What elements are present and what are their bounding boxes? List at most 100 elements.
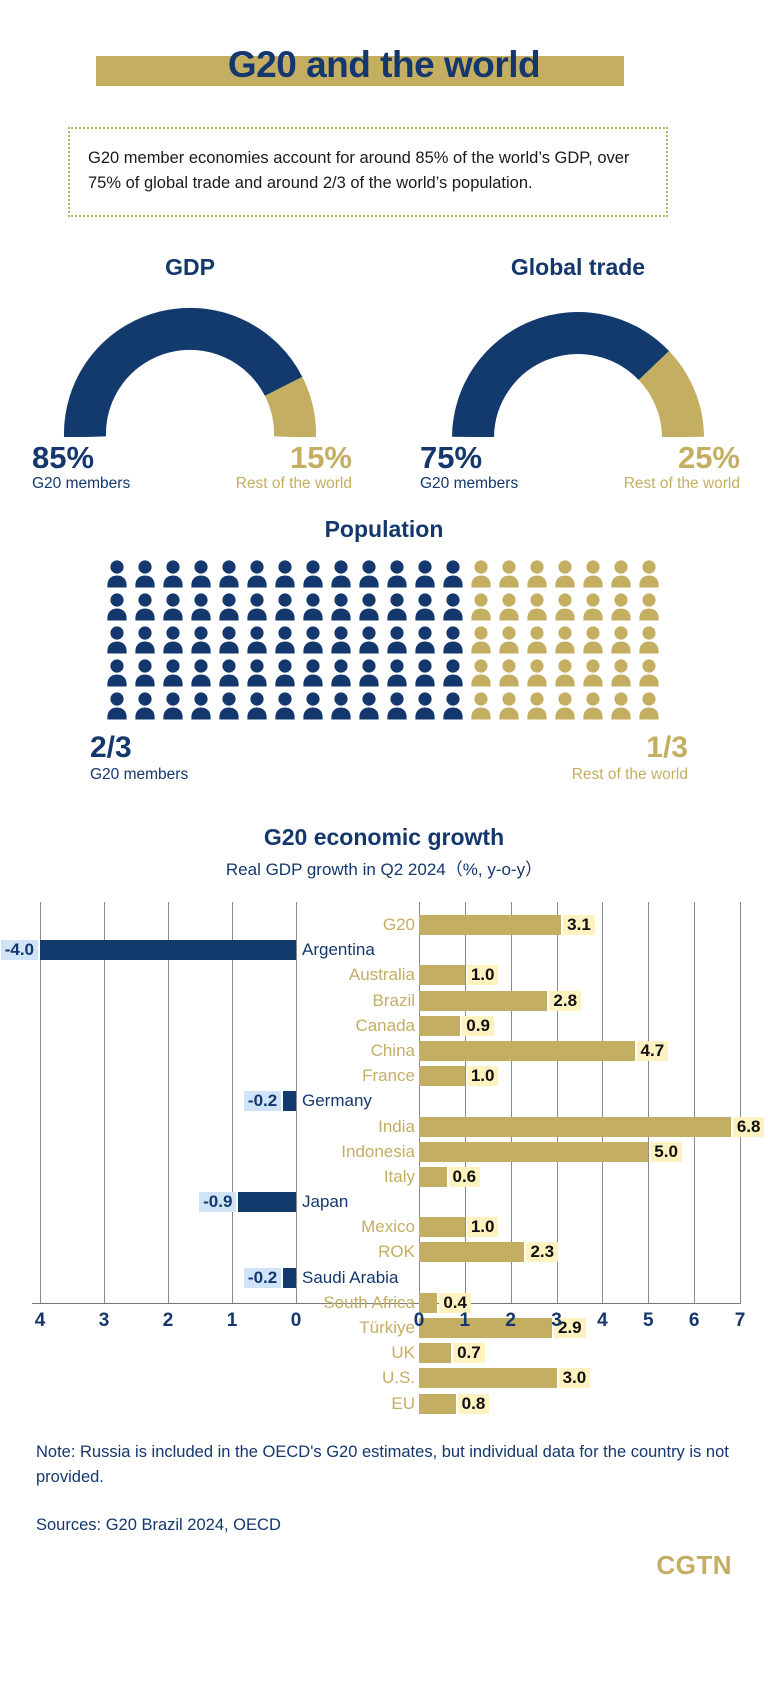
person-icon-member <box>300 559 326 589</box>
person-icon-member <box>384 559 410 589</box>
person-icon-rest <box>552 658 578 688</box>
person-icon-member <box>244 658 270 688</box>
person-icon-member <box>440 559 466 589</box>
chart-row-label: France <box>362 1066 415 1086</box>
chart-row-label: Saudi Arabia <box>302 1267 399 1287</box>
chart-row-label: Türkiye <box>359 1318 415 1337</box>
title-banner <box>96 56 624 86</box>
person-icon-rest <box>468 625 494 655</box>
chart-value-label: 0.6 <box>448 1166 481 1187</box>
gauge-trade-chart <box>398 287 758 437</box>
person-icon-member <box>132 592 158 622</box>
chart-row-label: Australia <box>348 965 415 985</box>
chart-title: G20 economic growth <box>263 824 505 850</box>
person-icon-member <box>384 658 410 688</box>
person-icon-member <box>188 592 214 622</box>
gridline <box>510 902 512 1304</box>
person-icon-member <box>216 559 242 589</box>
chart-row: France 1.0 <box>0 1065 768 1087</box>
chart-row: Italy 0.6 <box>0 1166 768 1188</box>
gridline <box>602 902 604 1304</box>
person-icon-member <box>132 559 158 589</box>
gauge-arc-rest <box>638 350 704 437</box>
person-icon-member <box>272 592 298 622</box>
person-icon-rest <box>636 559 662 589</box>
person-icon-member <box>272 625 298 655</box>
chart-row: Argentina -4.0 <box>0 939 768 961</box>
chart-bar <box>419 915 562 935</box>
axis-tick-right: 6 <box>688 1310 700 1331</box>
intro-text: G20 member economies account for around … <box>88 149 630 192</box>
chart-row: Saudi Arabia -0.2 <box>0 1267 768 1289</box>
person-icon-rest <box>636 625 662 655</box>
gauge-gdp-rest: 15% Rest of the world <box>236 441 352 494</box>
person-icon-member <box>328 691 354 721</box>
growth-chart-section: G20 economic growth Real GDP growth in Q… <box>0 824 768 1414</box>
footer: Note: Russia is included in the OECD's G… <box>0 1440 768 1580</box>
person-icon-rest <box>524 625 550 655</box>
person-icon-member <box>300 658 326 688</box>
chart-value-label: 4.7 <box>636 1040 669 1061</box>
chart-row: Brazil 2.8 <box>0 990 768 1012</box>
chart-bar <box>419 1116 731 1137</box>
chart-row-label: India <box>378 1116 415 1136</box>
person-icon-member <box>300 592 326 622</box>
gauge-gdp-member-label: G20 members <box>32 475 131 492</box>
chart-value-label: 0.4 <box>439 1292 471 1313</box>
gridline <box>464 902 466 1304</box>
person-icon-rest <box>608 559 634 589</box>
gauge-gdp-chart <box>10 287 370 437</box>
chart-bar <box>419 1343 452 1364</box>
gauge-section: GDP 85% G20 members 15% Rest of the worl… <box>0 254 768 514</box>
population-member-label: G20 members <box>90 766 189 783</box>
axis-tick-left: 4 <box>34 1310 46 1331</box>
person-icon-member <box>244 625 270 655</box>
gauge-trade-rest-pct: 25% <box>677 440 740 475</box>
chart-row-label: Indonesia <box>341 1141 415 1161</box>
axis-tick-right: 5 <box>642 1310 654 1331</box>
person-icon-member <box>244 559 270 589</box>
gauge-arc-members <box>452 312 670 437</box>
person-icon-member <box>132 691 158 721</box>
person-icon-member <box>188 658 214 688</box>
chart-row-label: Germany <box>302 1091 372 1111</box>
person-icon-member <box>272 658 298 688</box>
chart-bar <box>40 940 296 961</box>
chart-row: Mexico 1.0 <box>0 1216 768 1238</box>
chart-row: China 4.7 <box>0 1040 768 1062</box>
page-title: G20 and the world <box>227 44 541 85</box>
population-rest-label: Rest of the world <box>571 766 688 783</box>
person-icon-member <box>216 691 242 721</box>
population-members: 2/3 G20 members <box>90 731 188 785</box>
person-icon-member <box>188 625 214 655</box>
person-icon-member <box>328 658 354 688</box>
person-icon-member <box>356 691 382 721</box>
gauge-gdp-members: 85% G20 members <box>32 441 130 494</box>
population-labels: 2/3 G20 members 1/3 Rest of the world <box>54 731 714 789</box>
person-icon-member <box>412 658 438 688</box>
chart-bar <box>419 965 465 986</box>
person-icon-rest <box>580 559 606 589</box>
axis-tick-left: 1 <box>226 1310 238 1331</box>
person-icon-member <box>328 625 354 655</box>
person-icon-rest <box>636 691 662 721</box>
person-icon-rest <box>580 625 606 655</box>
chart-bar <box>419 1368 557 1389</box>
chart-row-label: Japan <box>302 1192 349 1212</box>
gridline <box>556 902 558 1304</box>
chart-value-label: -0.9 <box>199 1192 237 1213</box>
person-icon-member <box>188 691 214 721</box>
person-icon-rest <box>552 559 578 589</box>
gauge-gdp-rest-label: Rest of the world <box>235 475 352 492</box>
person-icon-rest <box>496 658 522 688</box>
gridline <box>168 902 169 1304</box>
person-icon-member <box>356 625 382 655</box>
chart-row-label: Mexico <box>361 1217 415 1237</box>
person-icon-rest <box>524 691 550 721</box>
person-icon-rest <box>468 658 494 688</box>
intro-box: G20 member economies account for around … <box>68 127 668 217</box>
person-icon-member <box>356 658 382 688</box>
person-icon-rest <box>524 559 550 589</box>
chart-value-label: -0.2 <box>243 1267 282 1288</box>
person-icon-member <box>300 691 326 721</box>
